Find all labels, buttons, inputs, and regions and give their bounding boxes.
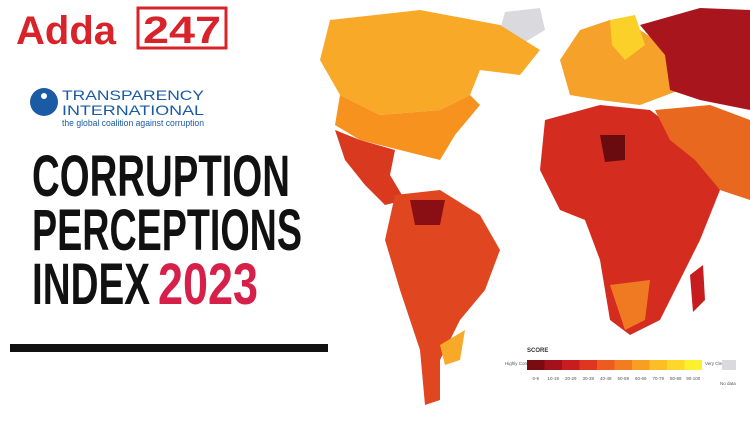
org-tagline: the global coalition against corruption (62, 118, 204, 128)
headline-line: PERCEPTIONS (32, 198, 302, 263)
legend-swatch (632, 360, 650, 370)
org-name-2: INTERNATIONAL (62, 102, 204, 118)
legend-no-data: No data (720, 381, 736, 386)
legend-swatch (649, 360, 667, 370)
legend-swatch (597, 360, 615, 370)
ti-emblem-head (41, 93, 47, 99)
org-name-1: TRANSPARENCY (62, 87, 205, 103)
legend-low: Highly Corrupt (505, 361, 535, 366)
legend-bins: 0-9 10-19 20-29 30-39 40-49 50-59 60-69 70-79 80… (527, 360, 736, 381)
ti-emblem (30, 88, 58, 116)
africa (540, 105, 720, 335)
legend-high: Very Clean (705, 361, 728, 366)
scandinavia (610, 15, 645, 60)
legend-bin-label: 0-9 (532, 376, 539, 381)
logo-box (136, 6, 228, 50)
logo-brand: Adda (16, 9, 117, 53)
headline-year: 2023 (158, 252, 258, 317)
legend-swatch (562, 360, 580, 370)
legend-bin-label: 80-89 (670, 376, 682, 381)
legend-swatch (667, 360, 685, 370)
legend-swatch (544, 360, 562, 370)
canada (320, 10, 540, 115)
libya (600, 135, 625, 162)
legend-title: SCORE (527, 348, 548, 354)
south-america (385, 190, 500, 405)
usa (335, 95, 480, 160)
europe (560, 20, 680, 105)
legend-bin-label: 70-79 (652, 376, 664, 381)
headline-line: CORRUPTION (32, 144, 290, 209)
legend-bin-label: 30-39 (582, 376, 594, 381)
legend-swatch (579, 360, 597, 370)
world-map (320, 8, 750, 405)
legend-swatch-no-data (722, 360, 736, 370)
logo-number: 247 (143, 10, 221, 52)
middle-east (655, 105, 750, 200)
legend-bin-label: 90-100 (686, 376, 701, 381)
divider-bar (10, 344, 328, 352)
legend-bin-label: 20-29 (565, 376, 577, 381)
madagascar (690, 265, 705, 312)
legend-swatch (614, 360, 632, 370)
legend-bin-label: 60-69 (635, 376, 647, 381)
legend-bin-label: 50-59 (617, 376, 629, 381)
headline-line: INDEX (32, 252, 150, 317)
venezuela (410, 200, 445, 225)
central-america (335, 130, 405, 205)
legend-swatch (684, 360, 702, 370)
russia (640, 8, 750, 110)
text-panel (0, 0, 330, 422)
legend-bin-label: 10-19 (547, 376, 559, 381)
legend-swatch (527, 360, 545, 370)
legend-bin-label: 40-49 (600, 376, 612, 381)
uruguay (440, 330, 465, 365)
southern-africa (610, 280, 650, 330)
